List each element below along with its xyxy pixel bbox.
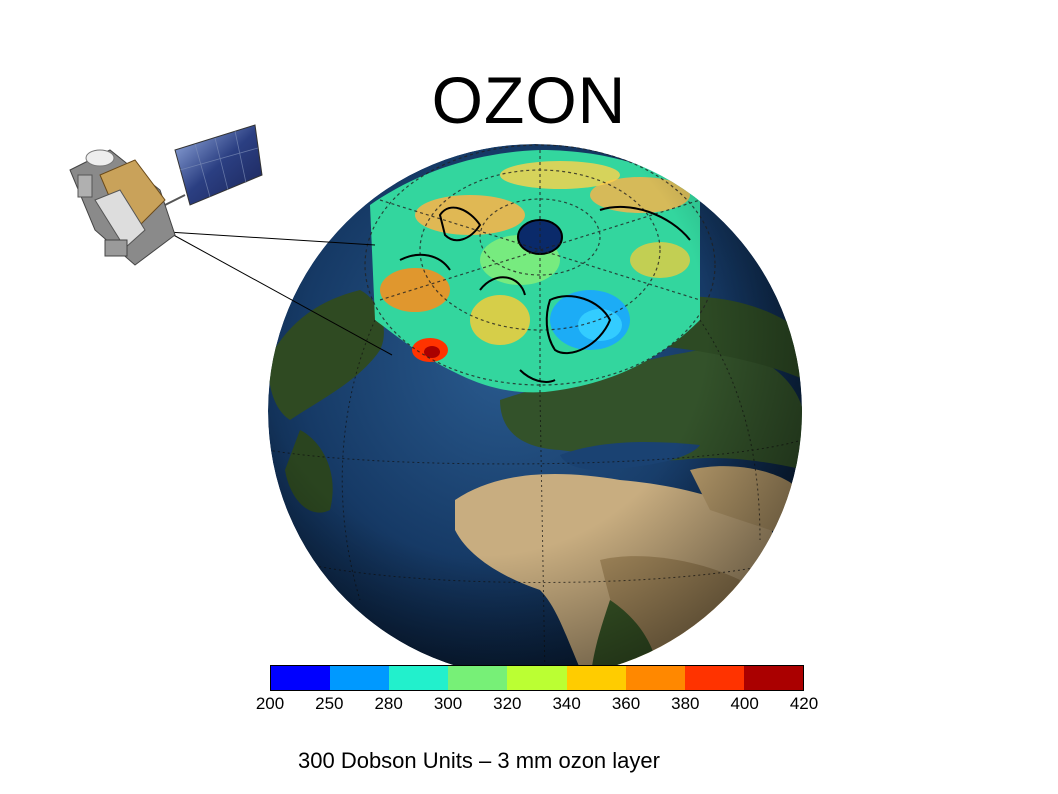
colorbar-tick-label: 420 <box>789 694 819 713</box>
colorbar-tick-label: 280 <box>374 694 403 713</box>
colorbar-tick-label: 300 <box>433 694 463 713</box>
colorbar-tick-label: 250 <box>315 694 344 713</box>
colorbar-tick-label: 360 <box>611 694 641 713</box>
colorbar-segment <box>507 666 567 690</box>
colorbar <box>270 665 804 691</box>
colorbar-segment <box>389 666 449 690</box>
colorbar-segment <box>566 666 626 690</box>
colorbar-tick-label: 380 <box>671 694 700 713</box>
colorbar-segment <box>448 666 508 690</box>
colorbar-tick-label: 320 <box>493 694 522 713</box>
colorbar-segment <box>330 666 390 690</box>
caption: 300 Dobson Units – 3 mm ozon layer <box>298 748 660 773</box>
colorbar-ticks: 200 250 280 300 320 340 360 380 400 420 <box>256 694 818 716</box>
colorbar-tick-label: 400 <box>730 694 759 713</box>
satellite-icon <box>69 124 263 266</box>
colorbar-segment <box>625 666 685 690</box>
colorbar-segment <box>743 666 803 690</box>
page-title: OZON <box>431 63 627 137</box>
colorbar-tick-label: 200 <box>255 694 285 713</box>
colorbar-segment <box>271 666 331 690</box>
colorbar-tick-label: 340 <box>552 694 581 713</box>
colorbar-segment <box>684 666 744 690</box>
globe-image <box>268 144 802 678</box>
